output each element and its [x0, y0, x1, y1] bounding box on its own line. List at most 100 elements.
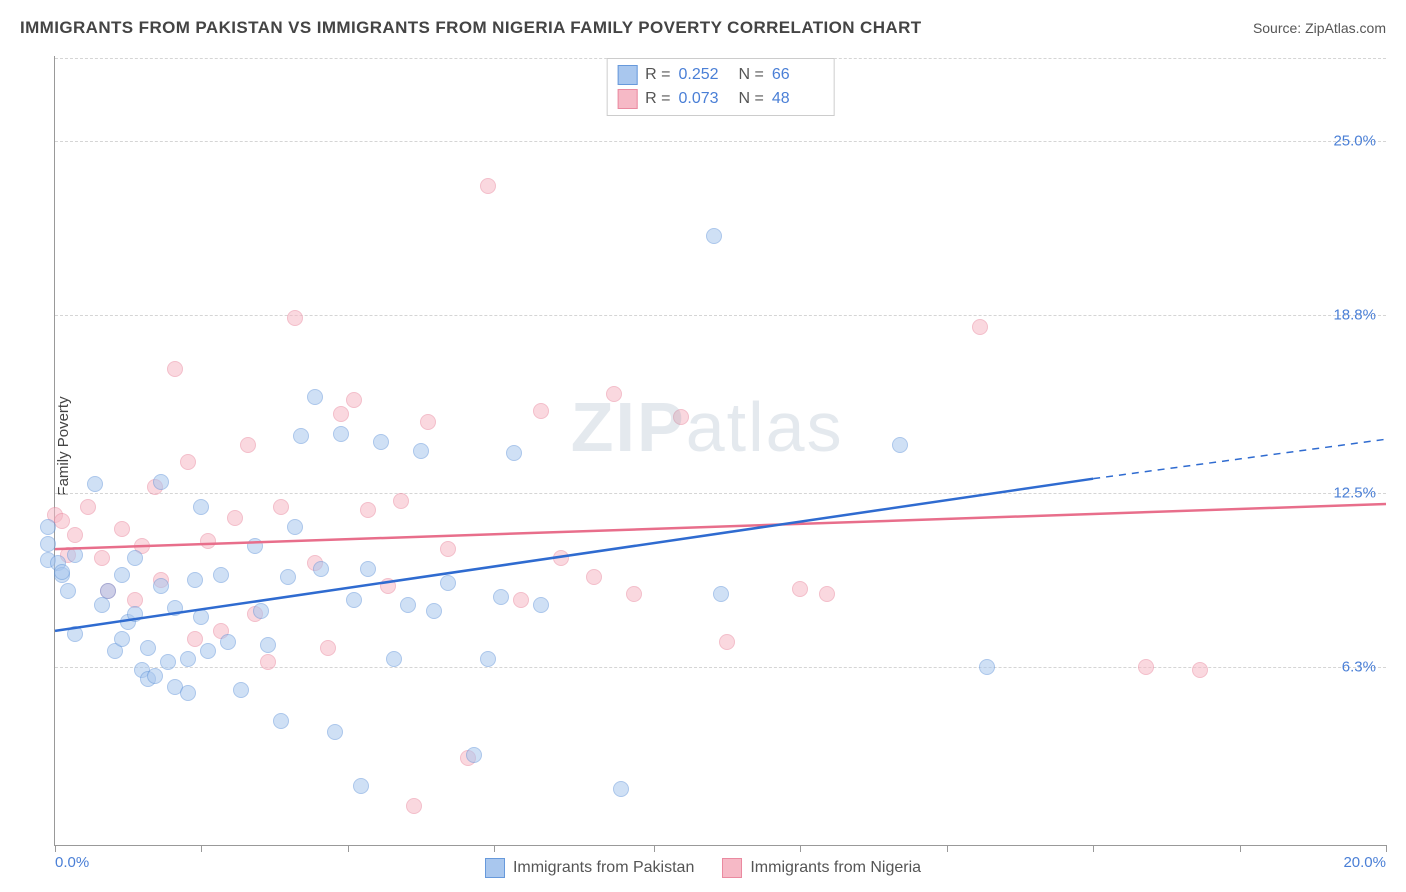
- legend-label-nigeria: Immigrants from Nigeria: [750, 859, 921, 877]
- scatter-point: [40, 536, 56, 552]
- n-label: N =: [739, 90, 764, 108]
- xtick-mark: [494, 845, 495, 852]
- n-value-pakistan: 66: [772, 66, 824, 84]
- scatter-point: [892, 437, 908, 453]
- scatter-point: [440, 575, 456, 591]
- scatter-point: [553, 550, 569, 566]
- scatter-point: [413, 443, 429, 459]
- scatter-point: [80, 499, 96, 515]
- r-label: R =: [645, 90, 670, 108]
- scatter-point: [114, 521, 130, 537]
- chart-title: IMMIGRANTS FROM PAKISTAN VS IMMIGRANTS F…: [20, 18, 922, 38]
- swatch-nigeria: [722, 858, 742, 878]
- scatter-point: [360, 561, 376, 577]
- scatter-point: [67, 547, 83, 563]
- scatter-point: [493, 589, 509, 605]
- scatter-point: [287, 310, 303, 326]
- n-label: N =: [739, 66, 764, 84]
- scatter-point: [54, 564, 70, 580]
- scatter-point: [307, 389, 323, 405]
- scatter-point: [180, 685, 196, 701]
- scatter-point: [193, 499, 209, 515]
- scatter-point: [606, 386, 622, 402]
- scatter-point: [586, 569, 602, 585]
- scatter-point: [147, 668, 163, 684]
- gridline: [55, 667, 1386, 668]
- scatter-point: [187, 572, 203, 588]
- scatter-point: [94, 550, 110, 566]
- scatter-point: [393, 493, 409, 509]
- xtick-mark: [1093, 845, 1094, 852]
- scatter-point: [114, 567, 130, 583]
- scatter-point: [180, 651, 196, 667]
- scatter-point: [719, 634, 735, 650]
- scatter-point: [353, 778, 369, 794]
- source-label: Source: ZipAtlas.com: [1253, 20, 1386, 36]
- scatter-point: [346, 392, 362, 408]
- scatter-point: [386, 651, 402, 667]
- legend-label-pakistan: Immigrants from Pakistan: [513, 859, 694, 877]
- legend-item-nigeria: Immigrants from Nigeria: [722, 858, 921, 878]
- scatter-point: [127, 606, 143, 622]
- scatter-point: [60, 583, 76, 599]
- scatter-point: [440, 541, 456, 557]
- scatter-point: [706, 228, 722, 244]
- n-value-nigeria: 48: [772, 90, 824, 108]
- chart-area: ZIPatlas R = 0.252 N = 66 R = 0.073 N = …: [54, 56, 1386, 846]
- scatter-point: [320, 640, 336, 656]
- scatter-point: [1138, 659, 1154, 675]
- xtick-mark: [1240, 845, 1241, 852]
- scatter-point: [280, 569, 296, 585]
- scatter-point: [513, 592, 529, 608]
- ytick-label: 6.3%: [1342, 659, 1376, 676]
- scatter-point: [380, 578, 396, 594]
- xtick-mark: [654, 845, 655, 852]
- scatter-point: [193, 609, 209, 625]
- legend-bottom: Immigrants from Pakistan Immigrants from…: [0, 858, 1406, 878]
- swatch-pakistan: [485, 858, 505, 878]
- scatter-point: [253, 603, 269, 619]
- xtick-mark: [201, 845, 202, 852]
- scatter-point: [480, 178, 496, 194]
- scatter-point: [247, 538, 263, 554]
- scatter-point: [406, 798, 422, 814]
- scatter-point: [153, 578, 169, 594]
- scatter-point: [260, 637, 276, 653]
- scatter-point: [153, 474, 169, 490]
- r-value-pakistan: 0.252: [679, 66, 731, 84]
- scatter-point: [187, 631, 203, 647]
- scatter-point: [313, 561, 329, 577]
- scatter-point: [67, 626, 83, 642]
- scatter-point: [127, 550, 143, 566]
- ytick-label: 18.8%: [1333, 307, 1376, 324]
- scatter-point: [94, 597, 110, 613]
- watermark-zip: ZIP: [571, 388, 686, 466]
- xtick-mark: [947, 845, 948, 852]
- scatter-point: [40, 519, 56, 535]
- scatter-point: [167, 600, 183, 616]
- scatter-point: [420, 414, 436, 430]
- legend-stats-row-nigeria: R = 0.073 N = 48: [617, 87, 824, 111]
- scatter-point: [333, 426, 349, 442]
- scatter-point: [426, 603, 442, 619]
- scatter-point: [466, 747, 482, 763]
- legend-stats-row-pakistan: R = 0.252 N = 66: [617, 63, 824, 87]
- scatter-point: [160, 654, 176, 670]
- scatter-point: [200, 643, 216, 659]
- scatter-point: [100, 583, 116, 599]
- title-bar: IMMIGRANTS FROM PAKISTAN VS IMMIGRANTS F…: [20, 18, 1386, 38]
- scatter-point: [114, 631, 130, 647]
- scatter-point: [213, 567, 229, 583]
- scatter-point: [87, 476, 103, 492]
- ytick-label: 25.0%: [1333, 132, 1376, 149]
- scatter-point: [233, 682, 249, 698]
- watermark-atlas: atlas: [686, 388, 844, 466]
- scatter-point: [293, 428, 309, 444]
- swatch-pakistan: [617, 65, 637, 85]
- ytick-label: 12.5%: [1333, 484, 1376, 501]
- scatter-point: [506, 445, 522, 461]
- xtick-mark: [348, 845, 349, 852]
- r-label: R =: [645, 66, 670, 84]
- scatter-point: [327, 724, 343, 740]
- scatter-point: [260, 654, 276, 670]
